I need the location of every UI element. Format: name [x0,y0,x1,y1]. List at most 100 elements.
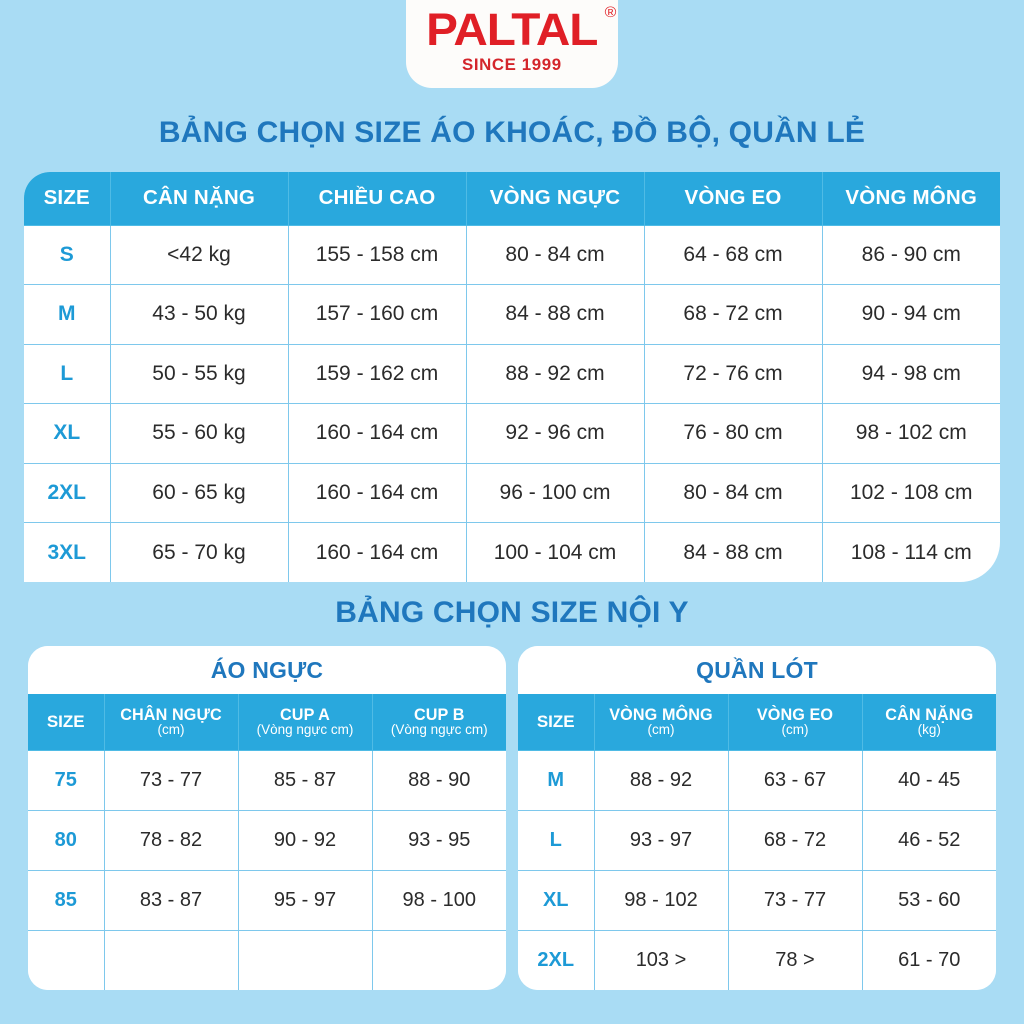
cell-waist: 80 - 84 cm [643,462,823,523]
column-header-hip: VÒNG MÔNG [821,172,1000,226]
cell-waist: 68 - 72 cm [643,284,823,345]
cell-weight: <42 kg [109,224,289,285]
cell-cup-b: 98 - 100 [371,869,506,931]
cell-size: 75 [28,749,105,811]
column-header-size: SIZE [24,172,111,226]
cell-underbust: 83 - 87 [103,869,239,931]
bra-table-caption: ÁO NGỰC [28,646,506,694]
cell-weight: 46 - 52 [861,809,996,871]
cell-cup-a: 90 - 92 [237,809,373,871]
cell-height: 160 - 164 cm [287,403,467,464]
cell-cup-a [237,929,373,990]
underwear-section-title: BẢNG CHỌN SIZE NỘI Y [335,596,689,629]
cell-waist: 76 - 80 cm [643,403,823,464]
panties-table-card: QUẦN LÓT SIZE VÒNG MÔNG (cm) VÒNG EO (cm… [518,646,996,990]
column-header-cup-a: CUP A (Vòng ngực cm) [237,694,373,751]
cell-waist: 63 - 67 [727,749,863,811]
panties-size-table: SIZE VÒNG MÔNG (cm) VÒNG EO (cm) CÂN NẶN… [518,694,996,990]
column-header-weight: CÂN NẶNG (kg) [861,694,996,751]
column-header-waist-label: VÒNG EO [756,705,834,724]
cell-waist: 78 > [727,929,863,990]
cell-size: 2XL [24,462,111,523]
table-header-row: SIZE VÒNG MÔNG (cm) VÒNG EO (cm) CÂN NẶN… [518,694,996,751]
cell-size: M [518,749,595,811]
cell-weight: 55 - 60 kg [109,403,289,464]
cell-cup-b [371,929,506,990]
table-row: 75 73 - 77 85 - 87 88 - 90 [28,749,506,811]
cell-cup-a: 85 - 87 [237,749,373,811]
brand-wordmark: PALTAL ® [426,5,616,52]
column-header-hip: VÒNG MÔNG (cm) [593,694,729,751]
cell-height: 155 - 158 cm [287,224,467,285]
column-header-waist: VÒNG EO [643,172,823,226]
cell-weight: 40 - 45 [861,749,996,811]
cell-size [28,929,105,990]
cell-weight: 65 - 70 kg [109,522,289,582]
table-header-row: SIZE CHÂN NGỰC (cm) CUP A (Vòng ngực cm)… [28,694,506,751]
cell-height: 160 - 164 cm [287,522,467,582]
column-header-size: SIZE [518,694,595,751]
cell-waist: 72 - 76 cm [643,343,823,404]
brand-tagline: SINCE 1999 [462,56,562,74]
cell-hip: 98 - 102 cm [821,403,1000,464]
cell-bust: 100 - 104 cm [465,522,645,582]
cell-cup-b: 88 - 90 [371,749,506,811]
cell-waist: 84 - 88 cm [643,522,823,582]
table-row: L 50 - 55 kg 159 - 162 cm 88 - 92 cm 72 … [24,343,1000,404]
column-header-height: CHIỀU CAO [287,172,467,226]
column-header-bust: VÒNG NGỰC [465,172,645,226]
cell-weight: 60 - 65 kg [109,462,289,523]
cell-size: XL [24,403,111,464]
brand-name: PALTAL [426,4,598,56]
table-row: 85 83 - 87 95 - 97 98 - 100 [28,869,506,931]
column-header-underbust-unit: (cm) [157,722,185,738]
brand-logo: PALTAL ® SINCE 1999 [406,0,618,88]
column-header-hip-unit: (cm) [647,722,675,738]
column-header-weight-label: CÂN NẶNG [885,705,974,724]
table-row: S <42 kg 155 - 158 cm 80 - 84 cm 64 - 68… [24,224,1000,285]
column-header-hip-label: VÒNG MÔNG [609,705,713,724]
cell-underbust: 73 - 77 [103,749,239,811]
cell-hip: 98 - 102 [593,869,729,931]
bra-table-card: ÁO NGỰC SIZE CHÂN NGỰC (cm) CUP A (Vòng … [28,646,506,990]
cell-weight: 53 - 60 [861,869,996,931]
outerwear-table-card: SIZE CÂN NẶNG CHIỀU CAO VÒNG NGỰC VÒNG E… [24,172,1000,582]
cell-size: 2XL [518,929,595,990]
cell-hip: 108 - 114 cm [821,522,1000,582]
cell-height: 160 - 164 cm [287,462,467,523]
cell-hip: 86 - 90 cm [821,224,1000,285]
column-header-underbust-label: CHÂN NGỰC [120,705,222,724]
table-row: 2XL 60 - 65 kg 160 - 164 cm 96 - 100 cm … [24,462,1000,523]
cell-size: L [24,343,111,404]
column-header-cup-a-unit: (Vòng ngực cm) [256,722,354,738]
cell-cup-b: 93 - 95 [371,809,506,871]
cell-size: S [24,224,111,285]
column-header-weight: CÂN NẶNG [109,172,289,226]
cell-bust: 80 - 84 cm [465,224,645,285]
cell-height: 159 - 162 cm [287,343,467,404]
column-header-size-label: SIZE [536,711,575,731]
table-row: XL 98 - 102 73 - 77 53 - 60 [518,869,996,931]
column-header-cup-b-unit: (Vòng ngực cm) [390,722,488,738]
column-header-waist-unit: (cm) [781,722,809,738]
cell-underbust [103,929,239,990]
cell-bust: 88 - 92 cm [465,343,645,404]
cell-weight: 43 - 50 kg [109,284,289,345]
cell-waist: 68 - 72 [727,809,863,871]
cell-size: L [518,809,595,871]
cell-bust: 92 - 96 cm [465,403,645,464]
column-header-size: SIZE [28,694,105,751]
table-row-empty [28,929,506,990]
table-row: L 93 - 97 68 - 72 46 - 52 [518,809,996,871]
cell-height: 157 - 160 cm [287,284,467,345]
cell-bust: 96 - 100 cm [465,462,645,523]
table-row: 2XL 103 > 78 > 61 - 70 [518,929,996,990]
outerwear-size-table: SIZE CÂN NẶNG CHIỀU CAO VÒNG NGỰC VÒNG E… [24,172,1000,582]
table-header-row: SIZE CÂN NẶNG CHIỀU CAO VÒNG NGỰC VÒNG E… [24,172,1000,226]
cell-hip: 102 - 108 cm [821,462,1000,523]
panties-table-caption: QUẦN LÓT [518,646,996,694]
registered-trademark-icon: ® [604,4,617,22]
column-header-size-label: SIZE [46,711,85,731]
table-row: 80 78 - 82 90 - 92 93 - 95 [28,809,506,871]
